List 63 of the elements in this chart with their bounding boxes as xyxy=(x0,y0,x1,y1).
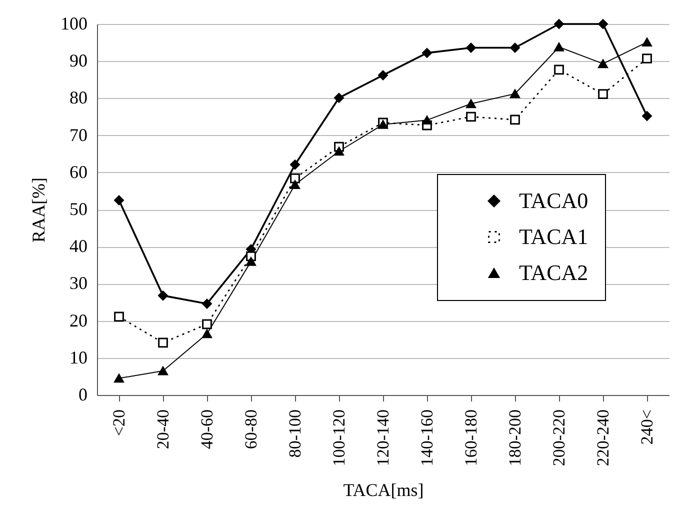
point xyxy=(158,338,168,348)
point xyxy=(642,54,652,64)
point xyxy=(378,120,388,129)
y-tick-label: 90 xyxy=(70,50,88,71)
legend-label: TACA1 xyxy=(519,224,588,249)
point xyxy=(202,298,212,309)
x-tick-label: 180-200 xyxy=(506,410,524,466)
x-tick-label: 140-160 xyxy=(418,410,436,466)
y-tick-label: 70 xyxy=(70,124,88,145)
y-tick-label: 40 xyxy=(70,236,88,256)
point xyxy=(554,42,564,52)
x-tick-label: 80-100 xyxy=(286,410,304,458)
x-tick-label: 120-140 xyxy=(374,410,392,466)
point xyxy=(642,111,652,121)
x-tick-label: 100-120 xyxy=(330,410,348,466)
point xyxy=(422,48,432,58)
point xyxy=(466,42,476,53)
point xyxy=(114,374,124,383)
point xyxy=(290,160,300,170)
point xyxy=(510,89,520,98)
y-tick-label: 60 xyxy=(70,162,88,182)
x-tick-label: 200-220 xyxy=(550,410,568,466)
point xyxy=(290,180,300,190)
point xyxy=(554,64,564,75)
legend-label: TACA0 xyxy=(519,188,588,213)
point xyxy=(334,92,344,103)
point xyxy=(642,38,652,47)
x-tick-label: 20-40 xyxy=(154,410,172,450)
x-tick-label: 40-60 xyxy=(198,410,216,450)
point xyxy=(466,99,476,108)
point xyxy=(114,312,124,322)
legend-label: TACA2 xyxy=(519,260,588,285)
y-tick-label: 30 xyxy=(70,273,88,294)
point xyxy=(378,70,388,80)
point xyxy=(290,173,300,184)
x-tick-label: 220-240 xyxy=(594,410,612,466)
point xyxy=(598,89,608,100)
y-tick-label: 100 xyxy=(60,14,88,34)
y-tick-label: 20 xyxy=(70,310,88,330)
y-axis-title: RAA[%] xyxy=(28,178,48,242)
y-tick-label: 50 xyxy=(70,199,88,219)
y-tick-label: 80 xyxy=(70,88,88,108)
x-tick-label: 60-80 xyxy=(242,410,260,450)
point xyxy=(158,290,168,301)
point xyxy=(202,329,212,338)
point xyxy=(510,42,520,53)
x-tick-label: <20 xyxy=(110,410,128,436)
point xyxy=(202,319,212,330)
point xyxy=(466,112,476,122)
point xyxy=(246,257,256,266)
y-tick-label: 0 xyxy=(78,384,88,404)
x-tick-label: 240< xyxy=(638,410,656,445)
point xyxy=(510,114,520,125)
point xyxy=(598,19,608,29)
point xyxy=(598,59,608,68)
x-axis-title: TACA[ms] xyxy=(343,480,424,500)
x-tick-label: 160-180 xyxy=(462,410,480,466)
point xyxy=(114,195,124,206)
point xyxy=(334,146,344,156)
point xyxy=(554,19,564,29)
point xyxy=(422,116,432,124)
y-tick-label: 10 xyxy=(70,347,88,368)
point xyxy=(158,366,168,376)
